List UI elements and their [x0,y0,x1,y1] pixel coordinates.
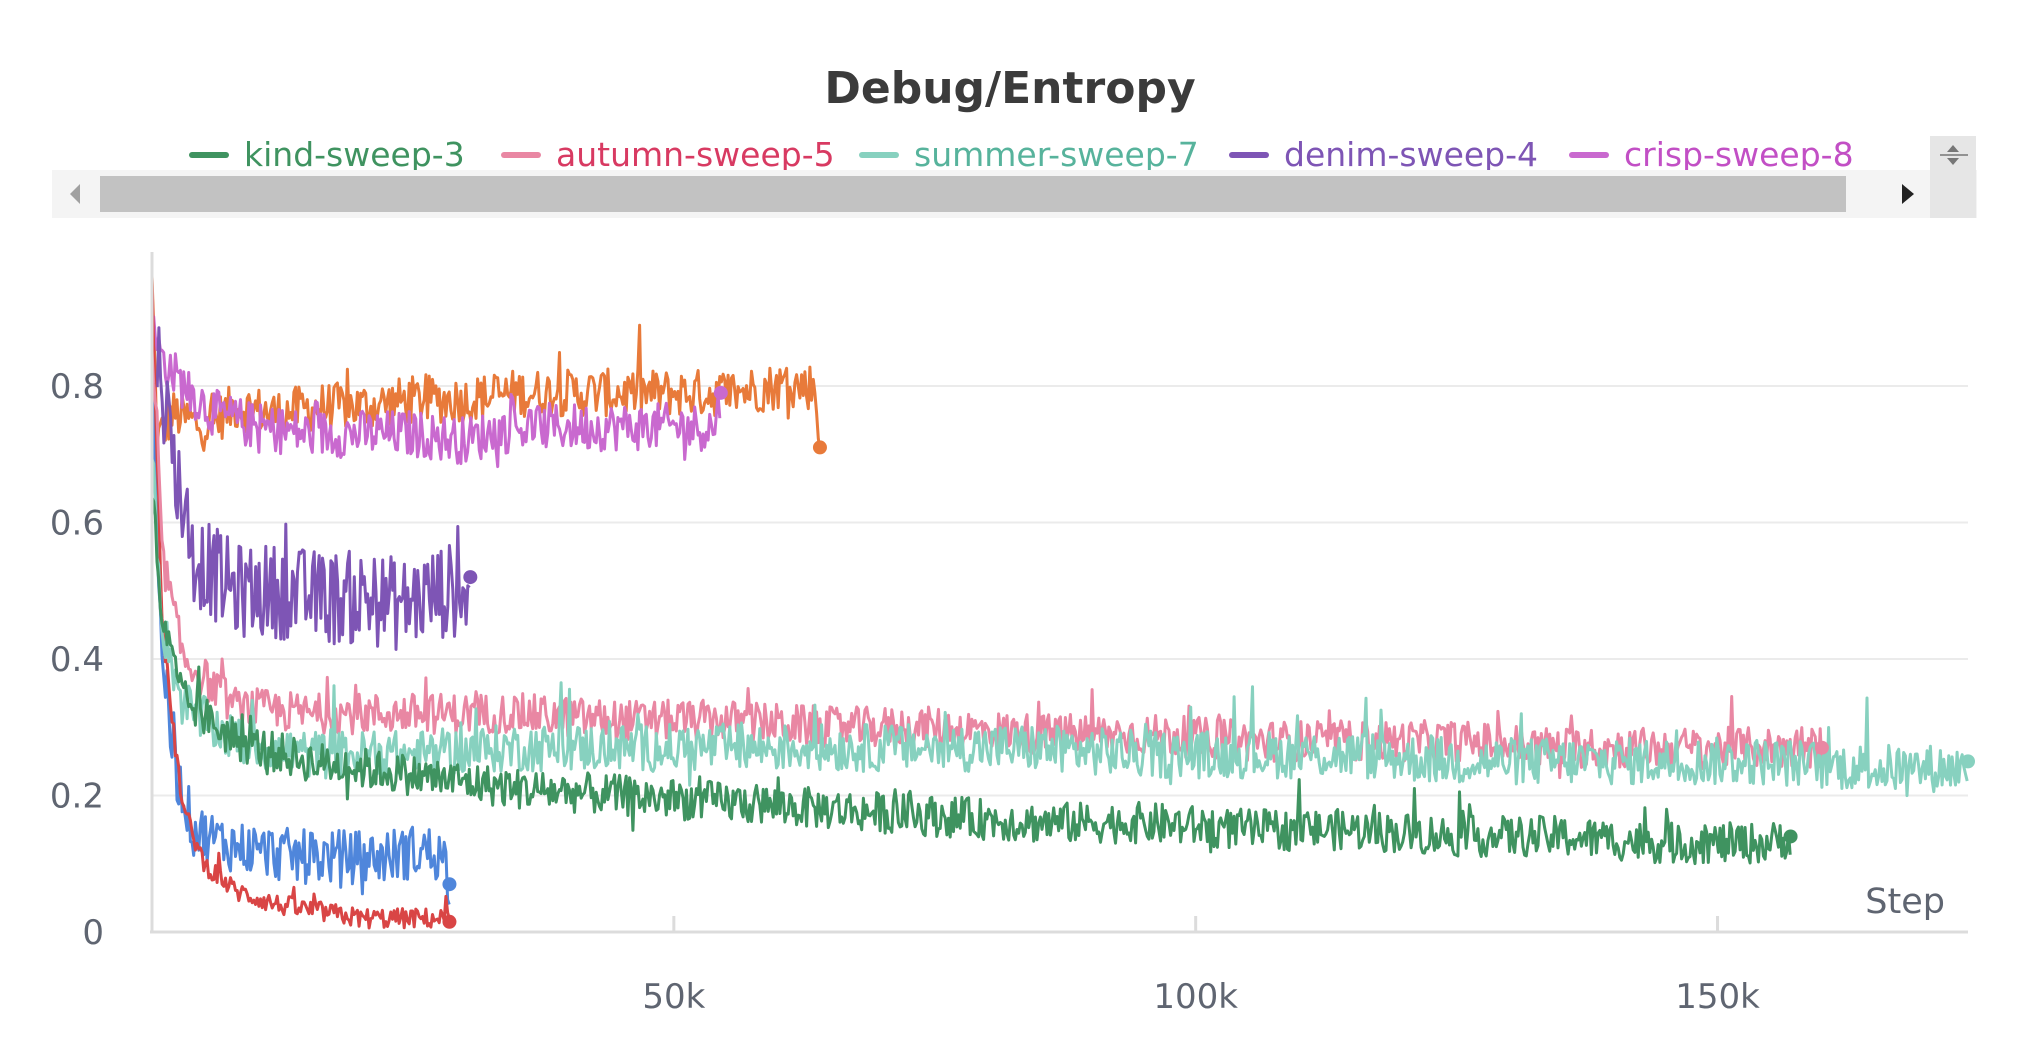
series-line [150,277,451,930]
series-end-point [442,914,457,929]
y-tick-label: 0.4 [50,640,104,680]
x-axis-label: Step [1865,882,1945,922]
legend-item-label[interactable]: denim-sweep-4 [1284,135,1538,174]
chart-title: Debug/Entropy [824,63,1195,114]
scroll-right-arrow-icon[interactable] [1902,184,1914,204]
legend-item-label[interactable]: crisp-sweep-8 [1624,135,1854,174]
y-tick-label: 0.6 [50,504,104,544]
y-tick-label: 0.8 [50,367,104,407]
series-line [150,276,822,452]
legend-item-label[interactable]: autumn-sweep-5 [556,135,835,174]
x-tick-label: 50k [642,977,705,1017]
series-end-point [713,385,728,400]
series-end-point [463,570,478,585]
series-end-point [812,440,827,455]
x-tick-label: 150k [1675,977,1760,1017]
y-tick-label: 0.2 [50,777,104,817]
legend-item-label[interactable]: kind-sweep-3 [244,135,465,174]
scroll-left-arrow-icon[interactable] [70,184,80,204]
legend: kind-sweep-3 autumn-sweep-5 summer-sweep-7… [189,135,1854,174]
legend-scrollbar[interactable] [52,170,1977,218]
legend-item-label[interactable]: summer-sweep-7 [914,135,1199,174]
series-end-point [1961,754,1975,769]
step-up-icon[interactable] [1947,145,1959,152]
y-tick-label: 0 [82,913,104,953]
x-tick-label: 100k [1153,977,1238,1017]
step-down-icon[interactable] [1947,158,1959,165]
plot-area [150,276,1969,930]
series-end-point [442,877,457,892]
y-axis-ticks: 0 0.2 0.4 0.6 0.8 [50,367,104,953]
series-line [150,497,1792,866]
series-line [150,395,451,905]
series-line [150,315,722,469]
legend-page-stepper[interactable] [1930,136,1976,218]
x-axis-ticks: 50k 100k 150k [642,916,1760,1017]
scrollbar-thumb[interactable] [100,176,1846,212]
grid-lines [152,385,1968,797]
series-end-point [1783,829,1798,844]
series-line [155,326,471,651]
series-end-point [1814,740,1829,755]
series-endpoints [442,385,1975,929]
